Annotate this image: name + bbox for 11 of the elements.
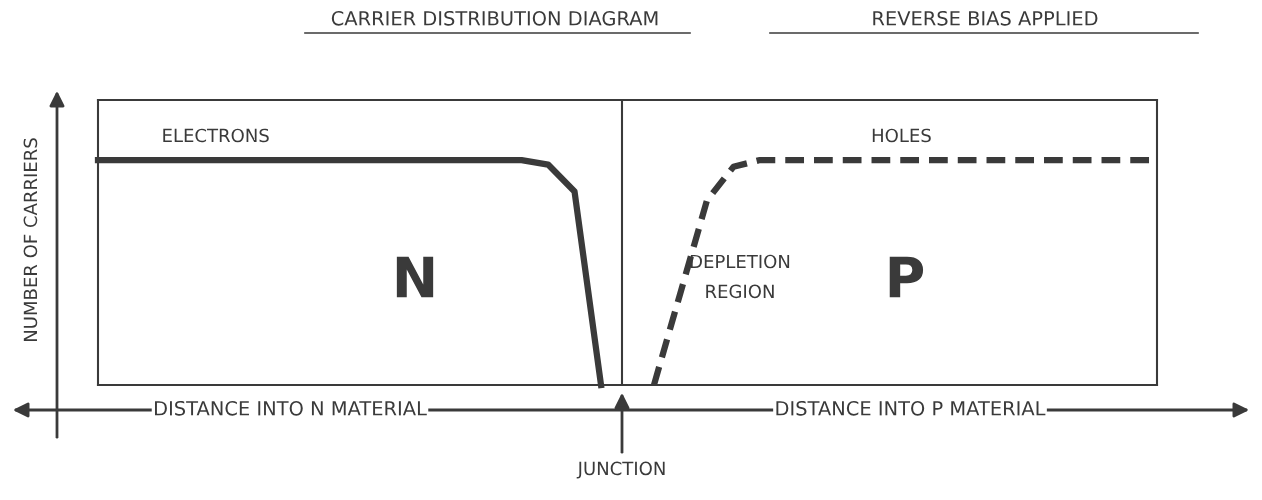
- text: JUNCTION: [576, 461, 665, 479]
- text: DISTANCE INTO N MATERIAL: [155, 400, 427, 416]
- series-label: HOLES: [872, 128, 931, 143]
- y-axis-title: NUMBER OF CARRIERS: [23, 138, 38, 341]
- annotation: DEPLETION REGION: [690, 254, 790, 299]
- series-label: ELECTRONS: [163, 128, 269, 143]
- text: DISTANCE INTO P MATERIAL: [776, 400, 1046, 416]
- annotation: N: [396, 256, 434, 298]
- chart-title: CARRIER DISTRIBUTION DIAGRAM: [331, 10, 658, 26]
- chart-subtitle: REVERSE BIAS APPLIED: [873, 10, 1098, 26]
- annotation: P: [889, 256, 924, 298]
